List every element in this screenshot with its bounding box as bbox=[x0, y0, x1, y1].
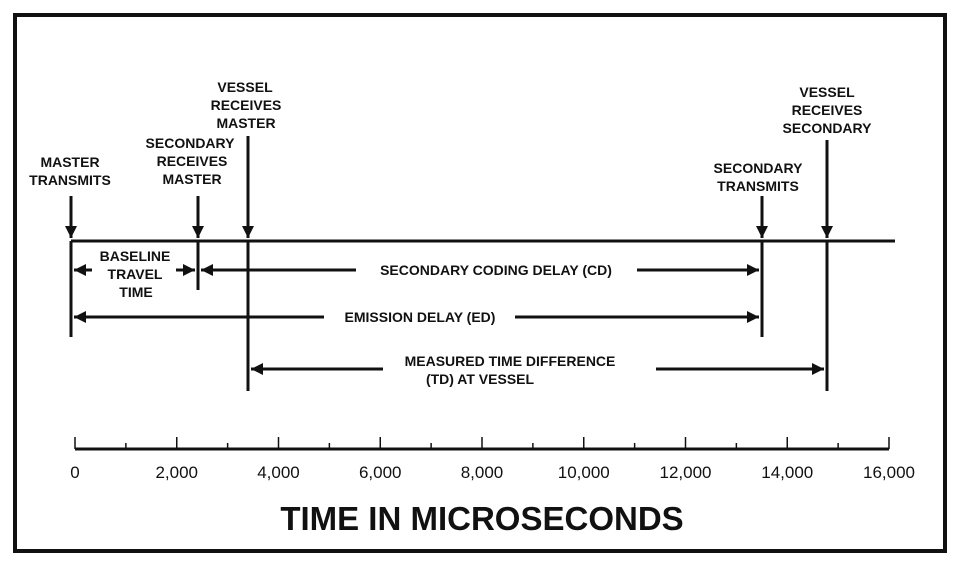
tick-label: 14,000 bbox=[761, 463, 813, 482]
tick-label: 8,000 bbox=[461, 463, 504, 482]
axis-title: TIME IN MICROSECONDS bbox=[280, 500, 683, 537]
label-emission-delay: EMISSION DELAY (ED) bbox=[345, 309, 496, 325]
tick-label: 10,000 bbox=[558, 463, 610, 482]
label-master-transmits: MASTER TRANSMITS bbox=[29, 154, 111, 188]
tick-label: 12,000 bbox=[660, 463, 712, 482]
time-axis: 0 2,000 4,000 6,000 8,000 10,000 12,000 14,000 1… bbox=[70, 437, 915, 482]
label-vessel-receives-secondary: VESSEL RECEIVES SECONDARY bbox=[783, 84, 873, 136]
label-coding-delay: SECONDARY CODING DELAY (CD) bbox=[380, 262, 612, 278]
label-secondary-transmits: SECONDARY TRANSMITS bbox=[714, 160, 804, 194]
label-time-difference: MEASURED TIME DIFFERENCE (TD) AT VESSEL bbox=[405, 353, 616, 387]
tick-label: 4,000 bbox=[257, 463, 300, 482]
tick-label: 2,000 bbox=[155, 463, 198, 482]
tick-label: 6,000 bbox=[359, 463, 402, 482]
diagram-frame bbox=[13, 13, 947, 553]
label-secondary-receives-master: SECONDARY RECEIVES MASTER bbox=[146, 135, 236, 187]
label-vessel-receives-master: VESSEL RECEIVES MASTER bbox=[211, 79, 282, 131]
tick-label: 0 bbox=[70, 463, 79, 482]
label-baseline-travel-time: BASELINE TRAVEL TIME bbox=[100, 248, 171, 300]
tick-label: 16,000 bbox=[863, 463, 915, 482]
